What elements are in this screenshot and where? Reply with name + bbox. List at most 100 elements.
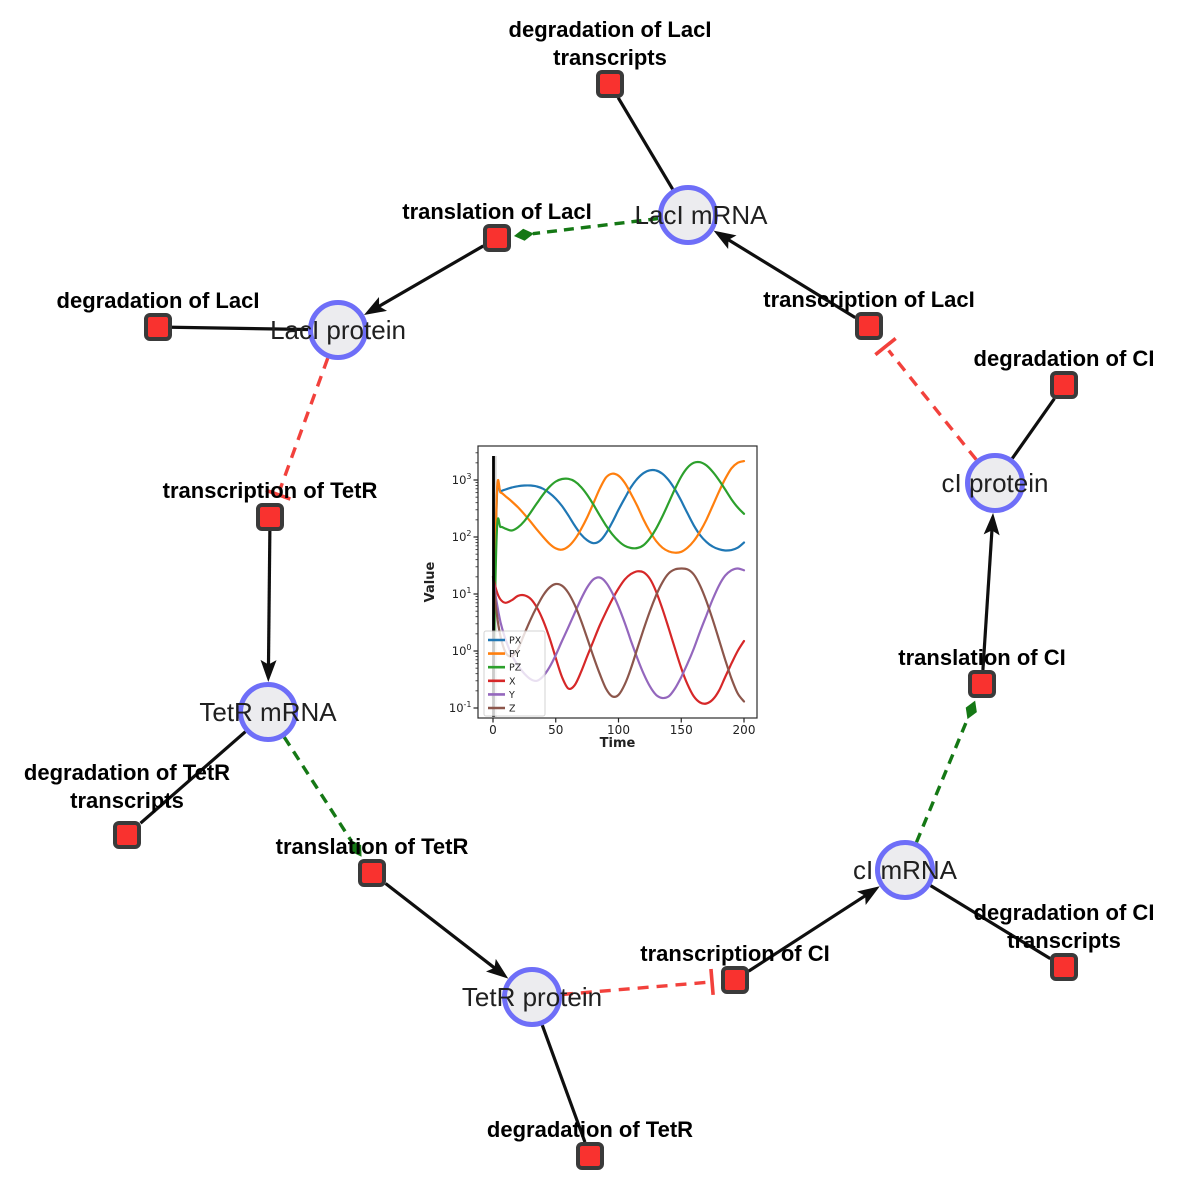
series-line-Z bbox=[491, 567, 746, 703]
y-tick-label: 10-1 bbox=[449, 700, 472, 715]
inhibition-bar-edge-inhibition-tetr-protein-to-tc-ci bbox=[709, 968, 715, 996]
edge-consumption-ci-mrna-to-deg-ci-tx bbox=[929, 884, 1052, 961]
reaction-node-tl-tetr bbox=[358, 859, 386, 887]
reaction-label-deg-ci-tx-line1: degradation of CI bbox=[974, 900, 1155, 925]
y-axis-label: Value bbox=[423, 561, 438, 602]
species-label-tetr-mrna: TetR mRNA bbox=[199, 697, 337, 727]
legend-label-PX: PX bbox=[509, 636, 522, 647]
arrowhead-edge-production-tc-tetr-to-tetr-mrna bbox=[260, 659, 277, 683]
reaction-label-tl-ci-line1: translation of CI bbox=[898, 645, 1065, 670]
legend: PX PY PZ XYZ bbox=[483, 630, 546, 717]
reaction-label-tl-laci-line1: translation of LacI bbox=[402, 199, 591, 224]
species-node-ci-protein bbox=[965, 453, 1025, 513]
edge-production-tc-laci-to-laci-mrna bbox=[725, 237, 857, 319]
y-tick-label: 103 bbox=[452, 472, 472, 487]
x-tick-label: 0 bbox=[489, 723, 497, 737]
reaction-label-deg-tetr-line1: degradation of TetR bbox=[487, 1117, 693, 1142]
x-tick-label: 200 bbox=[733, 723, 756, 737]
reaction-label-tc-ci-line1: transcription of CI bbox=[640, 941, 829, 966]
edge-consumption-laci-mrna-to-deg-laci-tx bbox=[616, 96, 675, 191]
species-label-laci-protein: LacI protein bbox=[270, 315, 406, 345]
timeseries-inset-chart: 0 50 100 150 200 10-1 100 101 102 103 PX PY PZ XYZ Tim… bbox=[423, 445, 758, 751]
species-label-laci-mrna: LacI mRNA bbox=[635, 200, 769, 230]
modifier-arrowhead-edge-modifier-ci-mrna-to-tl-ci bbox=[965, 700, 977, 720]
nodes-layer bbox=[113, 70, 1078, 1170]
reaction-label-deg-tetr-tx-line1: degradation of TetR bbox=[24, 760, 230, 785]
species-label-ci-mrna: cI mRNA bbox=[853, 855, 958, 885]
reaction-node-tc-tetr bbox=[256, 503, 284, 531]
reaction-node-deg-ci bbox=[1050, 371, 1078, 399]
species-node-tetr-mrna bbox=[238, 682, 298, 742]
reaction-label-deg-laci-line1: degradation of LacI bbox=[57, 288, 260, 313]
edge-consumption-ci-protein-to-deg-ci bbox=[1010, 397, 1056, 460]
labels-layer: LacI mRNA LacI protein TetR mRNA TetR prote… bbox=[24, 17, 1155, 1142]
legend-label-PY: PY bbox=[509, 649, 521, 660]
edges-layer bbox=[139, 96, 1056, 1143]
series-line-PZ bbox=[491, 460, 746, 700]
edge-consumption-tetr-mrna-to-deg-tetr-tx bbox=[139, 730, 247, 825]
edge-consumption-tetr-protein-to-deg-tetr bbox=[540, 1024, 587, 1143]
edge-modifier-ci-mrna-to-tl-ci bbox=[914, 717, 970, 843]
edge-inhibition-ci-protein-to-tc-laci bbox=[887, 349, 978, 461]
species-label-tetr-protein: TetR protein bbox=[462, 982, 602, 1012]
arrowhead-edge-production-tl-tetr-to-tetr-protein bbox=[485, 958, 509, 979]
edge-modifier-laci-mrna-to-tl-laci bbox=[532, 216, 659, 236]
edge-production-tc-ci-to-ci-mrna bbox=[747, 893, 869, 973]
reaction-node-deg-tetr-tx bbox=[113, 821, 141, 849]
edge-production-tl-ci-to-ci-protein bbox=[981, 527, 994, 671]
reaction-label-deg-ci-tx-line2: transcripts bbox=[1007, 928, 1121, 953]
inhibition-bar-edge-inhibition-laci-protein-to-tc-tetr bbox=[265, 488, 291, 501]
reaction-node-tl-laci bbox=[483, 224, 511, 252]
reaction-node-deg-tetr bbox=[576, 1142, 604, 1170]
edge-inhibition-tetr-protein-to-tc-ci bbox=[561, 980, 708, 997]
arrowhead-edge-production-tc-ci-to-ci-mrna bbox=[856, 886, 880, 905]
legend-label-X: X bbox=[509, 676, 516, 687]
species-node-laci-mrna bbox=[658, 185, 718, 245]
legend-label-Z: Z bbox=[509, 704, 516, 715]
edge-consumption-laci-protein-to-deg-laci bbox=[171, 325, 309, 332]
y-tick-label: 101 bbox=[452, 586, 472, 601]
arrowhead-edge-production-tc-laci-to-laci-mrna bbox=[713, 230, 737, 250]
reaction-label-tc-tetr-line1: transcription of TetR bbox=[163, 478, 378, 503]
legend-label-Y: Y bbox=[508, 690, 515, 701]
species-label-ci-protein: cI protein bbox=[942, 468, 1049, 498]
edge-inhibition-laci-protein-to-tc-tetr bbox=[278, 357, 330, 491]
reaction-node-deg-laci bbox=[144, 313, 172, 341]
species-node-ci-mrna bbox=[875, 840, 935, 900]
legend-label-PZ: PZ bbox=[509, 663, 522, 674]
reaction-node-tl-ci bbox=[968, 670, 996, 698]
edge-production-tl-tetr-to-tetr-protein bbox=[384, 882, 498, 971]
reaction-label-tl-tetr-line1: translation of TetR bbox=[276, 834, 469, 859]
reaction-label-deg-laci-tx-line2: transcripts bbox=[553, 45, 667, 70]
modifier-arrowhead-edge-modifier-laci-mrna-to-tl-laci bbox=[513, 228, 534, 241]
species-node-laci-protein bbox=[308, 300, 368, 360]
arrowhead-edge-production-tl-laci-to-laci-protein bbox=[363, 297, 388, 315]
reaction-label-deg-laci-tx-line1: degradation of LacI bbox=[509, 17, 712, 42]
modifier-arrowhead-edge-modifier-tetr-mrna-to-tl-tetr bbox=[350, 840, 362, 857]
x-tick-label: 100 bbox=[607, 723, 630, 737]
edge-production-tc-tetr-to-tetr-mrna bbox=[266, 530, 272, 668]
reaction-node-deg-ci-tx bbox=[1050, 953, 1078, 981]
series-line-PX bbox=[491, 468, 746, 700]
species-node-tetr-protein bbox=[502, 967, 562, 1027]
edge-modifier-tetr-mrna-to-tl-tetr bbox=[282, 736, 353, 842]
reaction-node-tc-ci bbox=[721, 966, 749, 994]
plot-frame bbox=[477, 445, 758, 719]
x-tick-label: 150 bbox=[670, 723, 693, 737]
reaction-node-deg-laci-tx bbox=[596, 70, 624, 98]
x-tick-label: 50 bbox=[548, 723, 563, 737]
inhibition-bar-edge-inhibition-ci-protein-to-tc-laci bbox=[874, 337, 897, 357]
reaction-label-tc-laci-line1: transcription of LacI bbox=[763, 287, 974, 312]
series-line-X bbox=[491, 570, 746, 705]
edge-production-tl-laci-to-laci-protein bbox=[376, 244, 485, 309]
reaction-label-deg-ci-line1: degradation of CI bbox=[974, 346, 1155, 371]
y-tick-label: 102 bbox=[452, 529, 472, 544]
reaction-node-tc-laci bbox=[855, 312, 883, 340]
arrowhead-edge-production-tl-ci-to-ci-protein bbox=[983, 512, 1000, 536]
x-axis-label: Time bbox=[600, 736, 636, 751]
reaction-label-deg-tetr-tx-line2: transcripts bbox=[70, 788, 184, 813]
series-line-PY bbox=[491, 460, 746, 700]
y-tick-label: 100 bbox=[452, 643, 472, 658]
